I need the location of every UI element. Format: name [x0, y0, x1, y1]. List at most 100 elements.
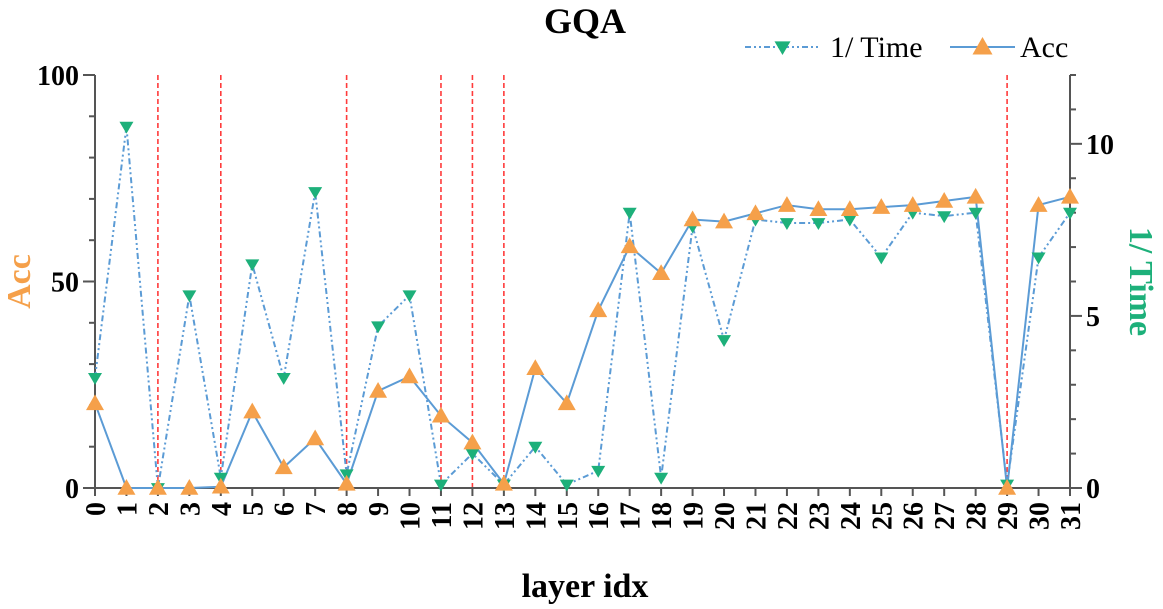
x-tick-label: 25: [867, 502, 898, 530]
legend-marker-0: [774, 41, 791, 55]
series-lines: [94, 126, 1071, 489]
x-tick-label: 19: [679, 502, 710, 530]
x-tick-label: 0: [81, 502, 112, 516]
data-point: [211, 477, 230, 494]
x-tick-label: 7: [301, 502, 332, 516]
data-point: [245, 259, 260, 272]
x-axis-label: layer idx: [522, 568, 649, 605]
x-tick-label: 12: [458, 502, 489, 530]
data-point: [654, 472, 669, 485]
series-line-0: [94, 126, 1071, 489]
data-point: [528, 441, 543, 454]
y-axis-label-right: 1/ Time: [1122, 227, 1159, 336]
y-right-tick-label: 10: [1086, 130, 1114, 161]
y-left-tick-label: 0: [65, 474, 79, 505]
legend-marker-1: [972, 37, 993, 55]
axes: [83, 74, 1082, 496]
data-point: [243, 402, 262, 419]
data-point: [591, 465, 606, 478]
data-point: [777, 196, 796, 212]
data-point: [1029, 196, 1048, 212]
data-point: [652, 264, 671, 280]
x-tick-label: 21: [741, 502, 772, 530]
series-line-1: [94, 195, 1071, 489]
y-left-tick-label: 50: [51, 268, 79, 299]
data-point: [88, 372, 102, 385]
data-point: [842, 214, 857, 227]
data-point: [622, 207, 637, 220]
legend-label-1: Acc: [1020, 31, 1068, 64]
data-point: [371, 321, 386, 334]
data-point: [182, 290, 197, 303]
x-tick-label: 31: [1056, 502, 1087, 530]
x-tick-label: 29: [993, 502, 1024, 530]
x-tick-label: 14: [521, 502, 552, 530]
x-tick-label: 5: [238, 502, 269, 516]
data-point: [431, 406, 450, 423]
data-point: [308, 187, 323, 200]
y-left-tick-label: 100: [37, 61, 79, 92]
data-point: [1063, 207, 1077, 220]
x-tick-label: 27: [930, 502, 961, 530]
data-point: [589, 301, 608, 318]
chart-title: GQA: [544, 1, 626, 41]
data-point: [306, 429, 325, 446]
x-tick-label: 23: [804, 502, 835, 530]
data-point: [620, 237, 639, 254]
data-point: [526, 359, 545, 375]
data-point: [937, 211, 952, 224]
data-point: [276, 372, 291, 385]
x-tick-label: 17: [616, 502, 647, 530]
data-point: [180, 479, 199, 495]
data-point: [998, 479, 1017, 495]
vertical-markers: [157, 75, 1008, 488]
data-point: [874, 252, 889, 265]
x-tick-label: 13: [490, 502, 521, 530]
x-tick-label: 8: [333, 502, 364, 516]
data-point: [463, 433, 482, 450]
data-point: [119, 121, 134, 134]
data-point: [274, 458, 293, 475]
y-right-tick-label: 5: [1086, 302, 1100, 333]
data-point: [148, 479, 167, 495]
data-point: [369, 381, 388, 398]
legend: 1/ Time Acc: [745, 31, 1068, 64]
x-tick-label: 11: [427, 502, 458, 528]
data-point: [1061, 187, 1079, 204]
x-tick-label: 24: [836, 502, 867, 530]
x-tick-label: 26: [899, 502, 930, 530]
x-tick-label: 20: [710, 502, 741, 530]
x-tick-label: 4: [207, 502, 238, 516]
data-point: [717, 335, 732, 348]
legend-label-0: 1/ Time: [830, 31, 923, 64]
data-point: [86, 394, 104, 411]
data-point: [433, 479, 448, 492]
x-tick-labels: 0 1 2 3 4 5 6 7 8 9 10 11 12 13 14 15 16 17 18 19 20 21 22 23 24…: [81, 502, 1087, 530]
y-right-tick-label: 0: [1086, 474, 1100, 505]
data-point: [715, 212, 734, 229]
data-point: [809, 200, 828, 216]
data-point: [557, 394, 576, 411]
data-point: [935, 191, 954, 208]
y-axis-label-left: Acc: [1, 254, 38, 309]
data-point: [337, 474, 356, 491]
x-tick-label: 16: [584, 502, 615, 530]
data-point: [811, 218, 826, 230]
data-point: [966, 187, 985, 204]
data-point: [683, 210, 702, 227]
data-point: [903, 196, 922, 212]
data-point: [872, 198, 891, 214]
x-tick-label: 18: [647, 502, 678, 530]
x-tick-label: 28: [962, 502, 993, 530]
x-tick-label: 15: [553, 502, 584, 530]
data-point: [494, 474, 513, 491]
y-tick-labels: 0 50 100 0 5 10: [37, 61, 1114, 505]
data-point: [968, 207, 983, 220]
data-point: [746, 204, 765, 221]
x-tick-label: 30: [1025, 502, 1056, 530]
x-tick-label: 9: [364, 502, 395, 516]
data-point: [402, 290, 417, 303]
x-tick-label: 6: [270, 502, 301, 516]
data-point: [779, 218, 794, 230]
